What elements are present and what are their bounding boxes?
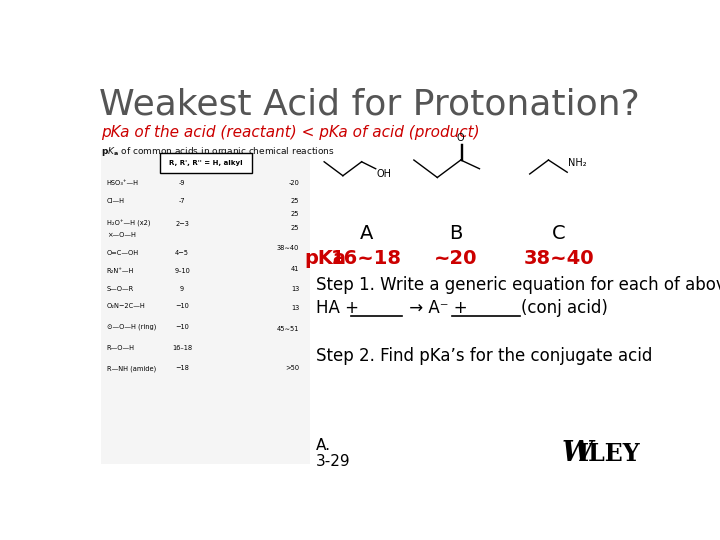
Text: ILEY: ILEY — [578, 442, 641, 465]
Text: R₂N⁺—H: R₂N⁺—H — [107, 268, 134, 274]
Text: −10: −10 — [175, 303, 189, 309]
Text: ×—O—H: ×—O—H — [107, 232, 135, 238]
Text: O₂N−2C—H: O₂N−2C—H — [107, 303, 145, 309]
Text: C: C — [552, 224, 565, 242]
Text: Cl—H: Cl—H — [107, 198, 125, 204]
Text: pKa: pKa — [305, 248, 347, 268]
Text: A.: A. — [316, 438, 331, 453]
Text: A: A — [359, 224, 373, 242]
Text: 16–18: 16–18 — [172, 346, 192, 352]
Text: Step 1. Write a generic equation for each of above: Step 1. Write a generic equation for eac… — [316, 276, 720, 294]
Text: 3-29: 3-29 — [316, 454, 351, 469]
Text: W: W — [562, 440, 593, 467]
Text: S—O—R: S—O—R — [107, 286, 134, 292]
Text: O=C—OH: O=C—OH — [107, 249, 139, 256]
Text: O: O — [457, 132, 464, 143]
Text: H₂O⁺—H (x2): H₂O⁺—H (x2) — [107, 220, 150, 227]
Text: >50: >50 — [285, 366, 300, 372]
Text: R—NH (amide): R—NH (amide) — [107, 365, 156, 372]
Text: 38~40: 38~40 — [523, 248, 594, 268]
Text: R, R', R'' = H, alkyl: R, R', R'' = H, alkyl — [168, 160, 243, 166]
Text: 25: 25 — [291, 212, 300, 218]
Text: 41: 41 — [291, 266, 300, 272]
Text: 45∼51: 45∼51 — [277, 326, 300, 332]
Text: NH₂: NH₂ — [568, 158, 587, 167]
Text: -9: -9 — [179, 180, 185, 186]
Text: 9–10: 9–10 — [174, 268, 190, 274]
FancyBboxPatch shape — [160, 153, 252, 173]
Text: Step 2. Find pKa’s for the conjugate acid: Step 2. Find pKa’s for the conjugate aci… — [316, 347, 652, 365]
Text: ~20: ~20 — [433, 248, 477, 268]
Text: 2−3: 2−3 — [175, 221, 189, 227]
Text: 4−5: 4−5 — [175, 249, 189, 256]
Text: ⊙—O—H (ring): ⊙—O—H (ring) — [107, 323, 156, 330]
Text: -20: -20 — [289, 180, 300, 186]
Text: Weakest Acid for Protonation?: Weakest Acid for Protonation? — [99, 87, 639, 122]
Text: 13: 13 — [291, 286, 300, 292]
FancyBboxPatch shape — [101, 150, 310, 464]
Text: 9: 9 — [180, 286, 184, 292]
Text: -7: -7 — [179, 198, 185, 204]
Text: −10: −10 — [175, 324, 189, 330]
Text: −18: −18 — [175, 366, 189, 372]
Text: pKa of the acid (reactant) < pKa of acid (product): pKa of the acid (reactant) < pKa of acid… — [101, 125, 480, 140]
Text: 13: 13 — [291, 305, 300, 311]
Text: $\mathbf{p}K_\mathbf{a}$ of common acids in organic chemical reactions: $\mathbf{p}K_\mathbf{a}$ of common acids… — [101, 145, 335, 158]
Text: HA +: HA + — [316, 299, 364, 317]
Text: 25: 25 — [291, 225, 300, 231]
Text: (conj acid): (conj acid) — [521, 299, 608, 317]
Text: HSO₃⁺—H: HSO₃⁺—H — [107, 180, 139, 186]
Text: → A⁻ +: → A⁻ + — [404, 299, 467, 317]
Text: OH: OH — [377, 169, 392, 179]
Text: R—O—H: R—O—H — [107, 346, 135, 352]
Text: 25: 25 — [291, 198, 300, 204]
Text: B: B — [449, 224, 462, 242]
Text: 16~18: 16~18 — [330, 248, 402, 268]
Text: 38∼40: 38∼40 — [277, 245, 300, 251]
